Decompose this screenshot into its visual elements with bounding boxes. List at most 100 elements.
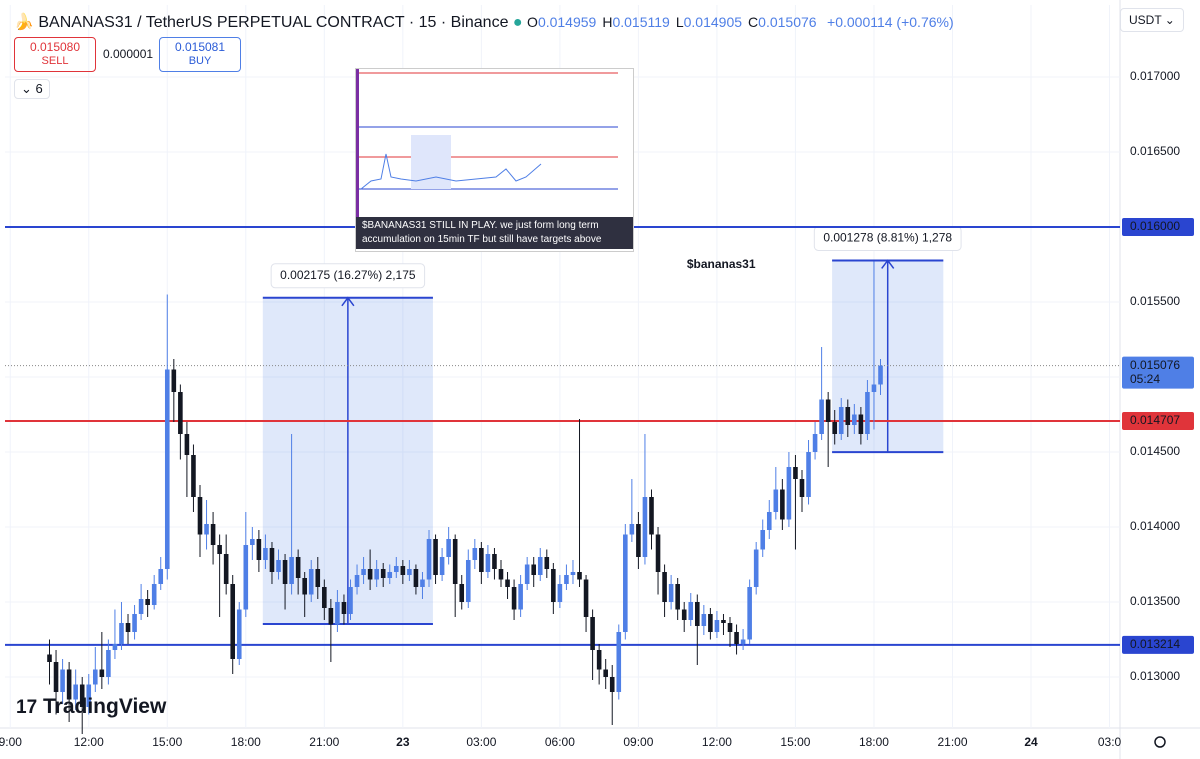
ohlc-letter: O [527,14,538,30]
x-tick-label: 24 [1024,735,1038,749]
y-tick-label: 0.017000 [1130,69,1180,83]
candle-body [551,569,556,602]
candle-body [250,539,255,545]
candle-body [282,560,288,584]
candle-body [688,602,694,620]
candle-body [236,609,242,659]
candle-body [106,650,111,677]
x-tick-label: 23 [396,735,410,749]
inset-image: $BANANAS31 STILL IN PLAY. we just form l… [355,68,634,252]
candle-body [570,572,576,575]
candle-body [852,414,857,425]
candle-body [328,608,334,625]
ohlc-value: 0.015076 [758,14,817,30]
candle-body [276,560,281,572]
candle-body [629,524,635,535]
candle-body [158,569,164,584]
candle-body [518,584,523,610]
candle-body [878,365,883,385]
spread: 0.000001 [103,47,154,61]
symbol-header: 🍌 BANANAS31 / TetherUS PERPETUAL CONTRAC… [14,14,954,31]
candle-body [66,669,72,700]
sell-button[interactable]: 0.015080 SELL [14,37,96,72]
candle-body [459,584,465,602]
last-price-label: 0.015076 [1130,358,1180,372]
settings-icon [1154,736,1166,748]
candle-body [263,548,268,560]
change: +0.000114 (+0.76%) [827,14,954,30]
candle-body [354,575,360,587]
candle-body [295,557,301,578]
ohlc-letter: C [748,14,759,30]
candle-body [99,669,105,677]
candle-body [636,524,641,557]
candle-body [413,569,419,587]
candle-body [701,614,707,626]
x-tick-label: 15:00 [152,735,182,749]
candle-body [178,392,183,434]
candle-body [426,539,432,580]
candle-body [793,467,798,479]
ohlc-value: 0.015119 [612,14,670,30]
candle-body [184,434,190,455]
candle-body [498,569,504,580]
candle-body [73,684,78,700]
currency-button[interactable]: USDT ⌄ [1120,8,1184,32]
inset-bar [356,69,359,217]
candle-body [439,557,445,575]
candle-body [119,623,124,644]
candle-body [289,557,294,584]
candle-body [452,539,458,584]
indicators-count: 6 [35,81,43,96]
candle-body [825,399,831,422]
candle-body [609,677,615,692]
candle-body [86,684,92,707]
candle-body [335,602,340,625]
candle-body [583,579,589,617]
candle-body [766,512,772,530]
candle-body [164,369,170,569]
candle-body [708,614,713,632]
candle-body [393,566,399,572]
inset-box [411,135,451,189]
annotation: $bananas31 [687,257,756,271]
candle-body [256,539,262,560]
candle-body [197,497,203,535]
ohlc-legend: O0.014959 H0.015119 L0.014905 C0.015076 [527,14,823,30]
candle-body [662,572,667,602]
price-label-bg [1122,411,1194,430]
candle-body [681,609,687,620]
buy-button[interactable]: 0.015081 BUY [159,37,241,72]
candle-body [210,524,216,545]
candle-body [125,623,131,632]
candle-body [217,545,222,554]
x-tick-label: 15:00 [780,735,810,749]
candle-body [79,684,85,707]
candle-body [348,587,353,614]
candle-body [223,554,229,584]
candle-body [315,569,321,587]
inset-chart [356,69,618,217]
candle-body [537,557,543,575]
candle-body [623,534,628,632]
candle-body [616,632,622,692]
candle-body [204,524,209,535]
candle-body [400,566,406,575]
candle-body [361,569,366,575]
candle-body [806,452,811,497]
buy-label: BUY [188,55,212,67]
price-label: 0.013214 [1130,637,1180,651]
x-tick-label: 09:00 [623,735,653,749]
indicators-toggle[interactable]: ⌄ 6 [14,79,50,99]
candle-body [655,534,661,572]
candle-body [865,392,870,434]
candle-body [714,620,720,632]
measure-label-bg [270,263,426,289]
candle-body [420,579,425,587]
candle-body [747,587,752,640]
x-tick-label: 12:00 [702,735,732,749]
candle-body [112,644,118,650]
candle-body [269,548,275,572]
candle-body [171,369,177,392]
